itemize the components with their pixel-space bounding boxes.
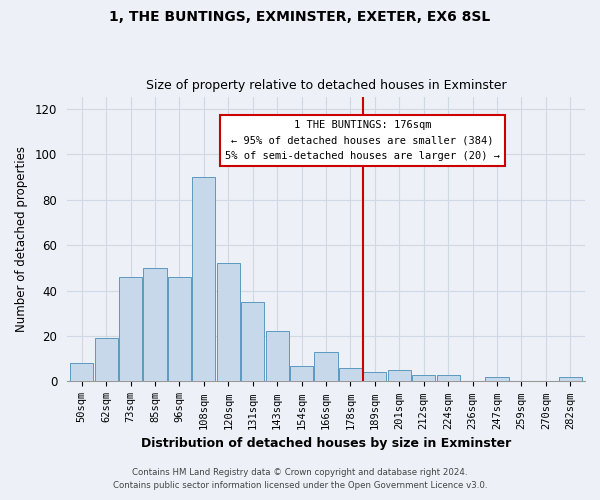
Bar xyxy=(388,370,411,382)
Text: 1, THE BUNTINGS, EXMINSTER, EXETER, EX6 8SL: 1, THE BUNTINGS, EXMINSTER, EXETER, EX6 … xyxy=(109,10,491,24)
Bar xyxy=(192,177,215,382)
Y-axis label: Number of detached properties: Number of detached properties xyxy=(15,146,28,332)
Bar xyxy=(266,332,289,382)
X-axis label: Distribution of detached houses by size in Exminster: Distribution of detached houses by size … xyxy=(141,437,511,450)
Bar xyxy=(241,302,265,382)
Bar xyxy=(290,366,313,382)
Bar xyxy=(143,268,167,382)
Bar xyxy=(119,277,142,382)
Bar xyxy=(70,364,94,382)
Bar xyxy=(314,352,338,382)
Bar xyxy=(437,374,460,382)
Bar xyxy=(363,372,386,382)
Text: Contains HM Land Registry data © Crown copyright and database right 2024.
Contai: Contains HM Land Registry data © Crown c… xyxy=(113,468,487,490)
Bar xyxy=(412,374,436,382)
Bar xyxy=(95,338,118,382)
Bar xyxy=(339,368,362,382)
Bar xyxy=(485,377,509,382)
Text: 1 THE BUNTINGS: 176sqm
← 95% of detached houses are smaller (384)
5% of semi-det: 1 THE BUNTINGS: 176sqm ← 95% of detached… xyxy=(225,120,500,162)
Bar xyxy=(559,377,582,382)
Title: Size of property relative to detached houses in Exminster: Size of property relative to detached ho… xyxy=(146,79,506,92)
Bar xyxy=(217,264,240,382)
Bar xyxy=(168,277,191,382)
